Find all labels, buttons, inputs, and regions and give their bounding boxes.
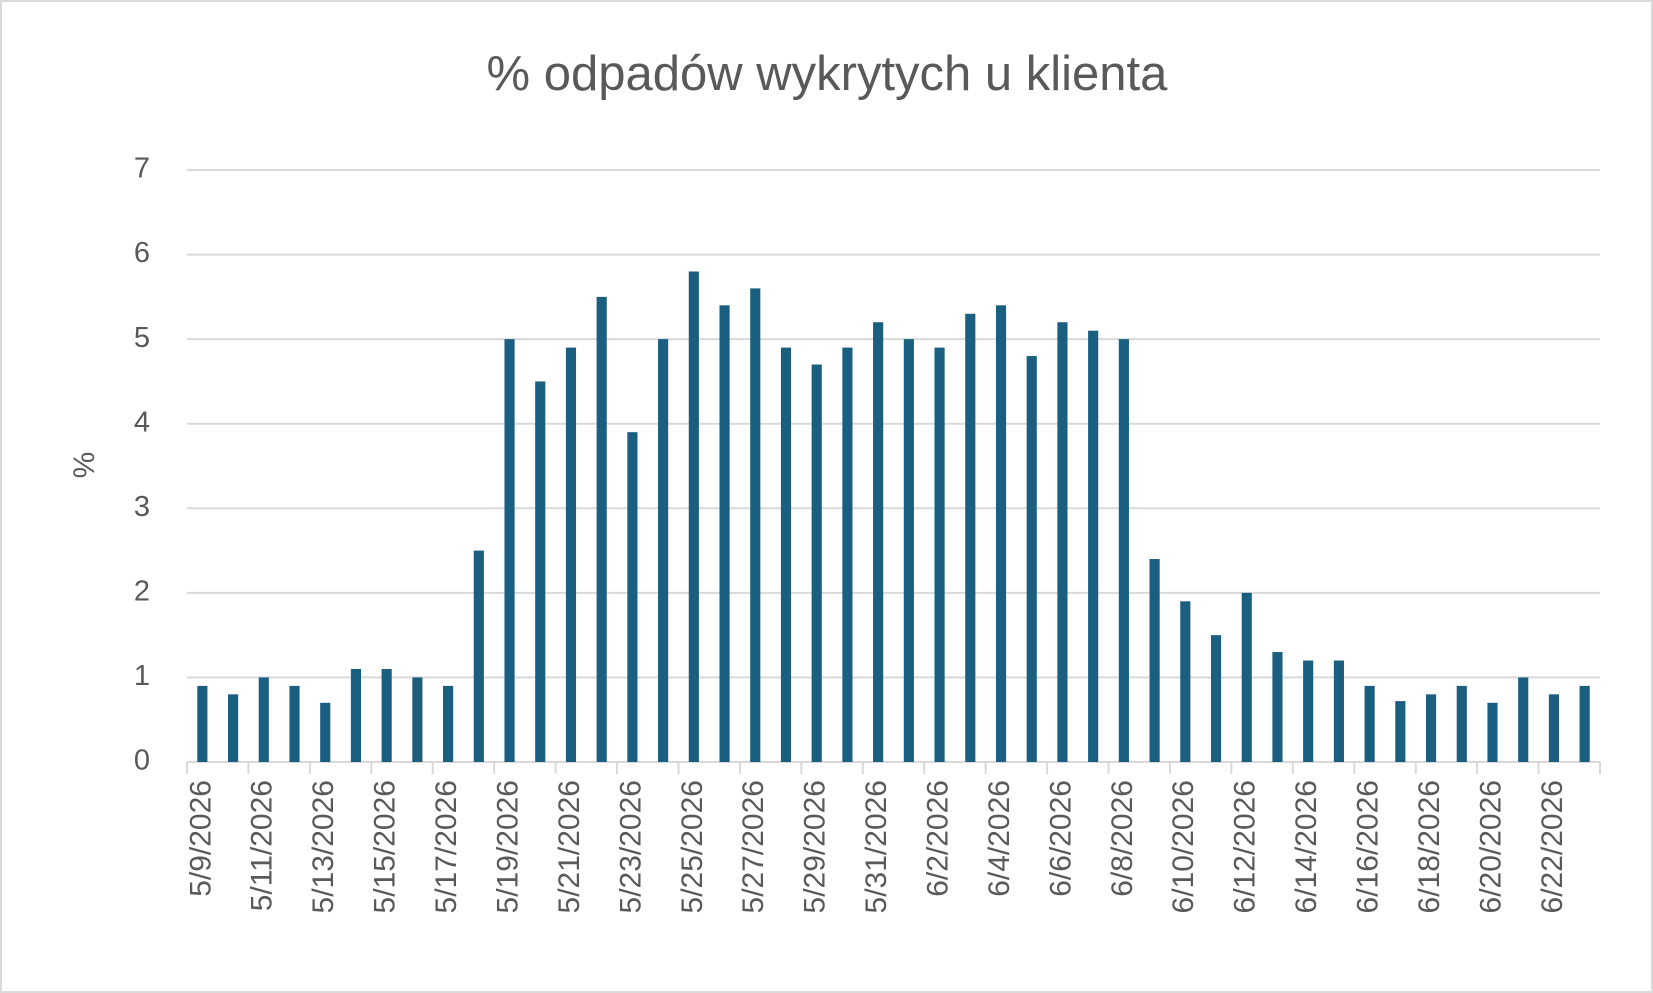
x-tick-label: 5/15/2026 (369, 780, 402, 913)
bar (412, 677, 423, 762)
bar (197, 685, 208, 762)
bar (1118, 339, 1129, 762)
x-tick-label: 5/17/2026 (430, 780, 463, 913)
x-tick-label: 6/4/2026 (983, 780, 1016, 897)
bar (596, 296, 607, 762)
bar (1272, 652, 1283, 762)
y-tick-label: 1 (134, 660, 150, 692)
bar (350, 668, 362, 762)
bar (504, 339, 515, 762)
x-tick-label: 5/29/2026 (799, 780, 832, 913)
bar (842, 347, 853, 762)
bar (627, 432, 638, 762)
x-tick-label: 5/13/2026 (307, 780, 340, 913)
x-tick-label: 5/19/2026 (491, 780, 524, 913)
x-tick-label: 5/31/2026 (860, 780, 893, 913)
x-tick-label: 5/21/2026 (553, 780, 586, 913)
bar (289, 685, 300, 762)
bar (1518, 677, 1529, 762)
bar (750, 288, 761, 762)
bar (934, 347, 945, 762)
y-tick-label: 5 (134, 322, 150, 354)
y-tick-label: 6 (134, 237, 150, 269)
y-tick-label: 3 (134, 491, 150, 523)
x-tick-label: 6/6/2026 (1044, 780, 1077, 897)
bar (443, 685, 454, 762)
x-tick-label: 6/8/2026 (1106, 780, 1139, 897)
bar (873, 322, 884, 762)
x-tick-label: 6/18/2026 (1413, 780, 1446, 913)
bar (1579, 685, 1590, 762)
bar (1026, 356, 1037, 762)
y-tick-label: 7 (134, 153, 150, 185)
bar (811, 364, 822, 762)
bar (1303, 660, 1314, 762)
bar (1487, 702, 1498, 762)
bar (228, 694, 239, 762)
y-tick-label: 2 (134, 576, 150, 608)
x-tick-label: 6/22/2026 (1536, 780, 1569, 913)
x-tick-label: 6/14/2026 (1290, 780, 1323, 913)
bar (719, 305, 730, 762)
bar (258, 677, 269, 762)
bar (565, 347, 577, 762)
x-tick-label: 5/27/2026 (737, 780, 770, 913)
bar (1456, 685, 1467, 762)
y-axis-label: % (68, 452, 101, 479)
bar (473, 550, 484, 762)
y-tick-label: 4 (134, 406, 150, 438)
x-tick-label: 5/11/2026 (246, 780, 279, 911)
bar (535, 381, 546, 762)
bar (1241, 592, 1252, 762)
bar (1425, 694, 1437, 762)
chart-title: % odpadów wykrytych u klienta (487, 47, 1169, 101)
x-tick-label: 5/23/2026 (614, 780, 647, 913)
x-tick-label: 5/9/2026 (184, 780, 217, 897)
y-tick-label: 0 (134, 745, 150, 777)
bar (1395, 701, 1406, 762)
bar (1548, 694, 1559, 762)
bar (1149, 559, 1160, 762)
x-tick-label: 5/25/2026 (676, 780, 709, 913)
bar (658, 339, 669, 762)
bar (1364, 685, 1375, 762)
bar (1088, 330, 1099, 762)
x-tick-label: 6/10/2026 (1167, 780, 1200, 913)
x-tick-label: 6/16/2026 (1352, 780, 1385, 913)
bar (903, 339, 914, 762)
bar (780, 347, 792, 762)
x-tick-label: 6/2/2026 (921, 780, 954, 897)
bar (381, 668, 392, 762)
bar (1180, 601, 1191, 762)
x-tick-label: 6/20/2026 (1474, 780, 1507, 913)
bar (1210, 635, 1222, 762)
bar (995, 305, 1007, 762)
bar (320, 702, 331, 762)
bar (688, 271, 699, 762)
bar (1057, 322, 1068, 762)
bar (1333, 660, 1344, 762)
bar (965, 313, 976, 762)
x-tick-label: 6/12/2026 (1229, 780, 1262, 913)
